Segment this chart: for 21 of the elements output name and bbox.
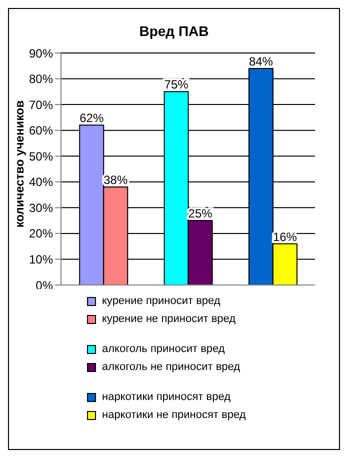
y-tick-label: 40% bbox=[28, 175, 54, 190]
y-axis-title: количество учеников bbox=[13, 100, 28, 228]
legend-label: курение приносит вред bbox=[102, 295, 220, 307]
y-tick-label: 0% bbox=[36, 278, 54, 292]
y-tick-label: 60% bbox=[28, 124, 54, 138]
y-tick-label: 80% bbox=[28, 72, 54, 86]
data-label: 62% bbox=[80, 111, 104, 126]
y-tick-label: 50% bbox=[28, 149, 54, 164]
y-tick-label: 30% bbox=[28, 200, 54, 215]
legend-label: курение не приносит вред bbox=[102, 313, 236, 325]
y-tick-label: 10% bbox=[28, 252, 54, 266]
legend-label: наркотики не приносят вред bbox=[102, 409, 246, 421]
chart-title: Вред ПАВ bbox=[138, 23, 210, 39]
data-label: 84% bbox=[248, 54, 274, 68]
y-tick-label: 70% bbox=[28, 98, 54, 112]
legend-label: наркотики приносят вред bbox=[102, 391, 231, 403]
y-tick-label: 90% bbox=[28, 46, 54, 60]
legend-label: алкоголь не приносит вред bbox=[102, 361, 240, 373]
y-tick-label: 20% bbox=[28, 226, 54, 241]
data-label: 75% bbox=[164, 78, 189, 92]
legend-label: алкоголь приносит вред bbox=[102, 343, 225, 355]
